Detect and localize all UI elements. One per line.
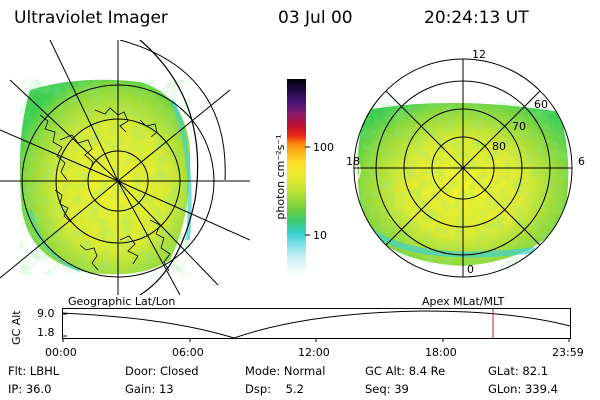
xtick-1200: 12:00 <box>298 346 330 359</box>
mode-value: Mode: Normal <box>245 364 326 378</box>
mlt-label-18: 18 <box>346 155 360 168</box>
colorbar-gradient <box>287 79 306 276</box>
mlat-label-80: 80 <box>492 140 506 153</box>
geographic-image <box>0 40 250 295</box>
xtick-2359: 23:59 <box>552 346 584 359</box>
filter-value: Flt: LBHL <box>8 364 60 378</box>
sequence-value: Seq: 39 <box>365 382 409 396</box>
mlt-label-6: 6 <box>578 155 585 168</box>
instrument-title: Ultraviolet Imager <box>14 8 168 28</box>
dsp-value: Dsp: 5.2 <box>245 382 304 396</box>
right-panel-label: Apex MLat/MLT <box>422 295 505 308</box>
colorbar-unit-label: photon cm⁻²s⁻¹ <box>274 134 287 220</box>
door-status: Door: Closed <box>125 364 199 378</box>
glat-value: GLat: 82.1 <box>488 364 549 378</box>
gc-altitude-value: GC Alt: 8.4 Re <box>365 364 446 378</box>
observation-date: 03 Jul 00 <box>278 8 353 28</box>
apex-polar-image <box>353 58 573 278</box>
observation-time: 20:24:13 UT <box>424 8 529 28</box>
aurora-emission-left <box>19 79 192 275</box>
colorbar-ticks <box>305 146 310 236</box>
altitude-ytick-max: 9.0 <box>37 307 55 320</box>
left-panel-label: Geographic Lat/Lon <box>68 295 176 308</box>
coastlines <box>39 107 171 272</box>
mlt-label-12: 12 <box>472 48 486 61</box>
altitude-ytick-min: 1.8 <box>37 326 55 339</box>
xtick-0600: 06:00 <box>172 346 204 359</box>
mlat-label-60: 60 <box>534 98 548 111</box>
xtick-0000: 00:00 <box>45 346 77 359</box>
colorbar-tick-100: 100 <box>313 141 334 154</box>
mlat-label-70: 70 <box>512 120 526 133</box>
geographic-grid <box>0 40 250 295</box>
mlt-label-0: 0 <box>467 263 474 276</box>
ip-value: IP: 36.0 <box>8 382 52 396</box>
glon-value: GLon: 339.4 <box>488 382 558 396</box>
mlat-grid <box>353 58 573 278</box>
colorbar-tick-10: 10 <box>313 229 327 242</box>
altitude-plot <box>62 308 571 342</box>
altitude-ylabel: GC Alt <box>10 310 23 345</box>
gain-value: Gain: 13 <box>125 382 174 396</box>
altitude-curve <box>62 310 571 339</box>
xtick-1800: 18:00 <box>425 346 457 359</box>
